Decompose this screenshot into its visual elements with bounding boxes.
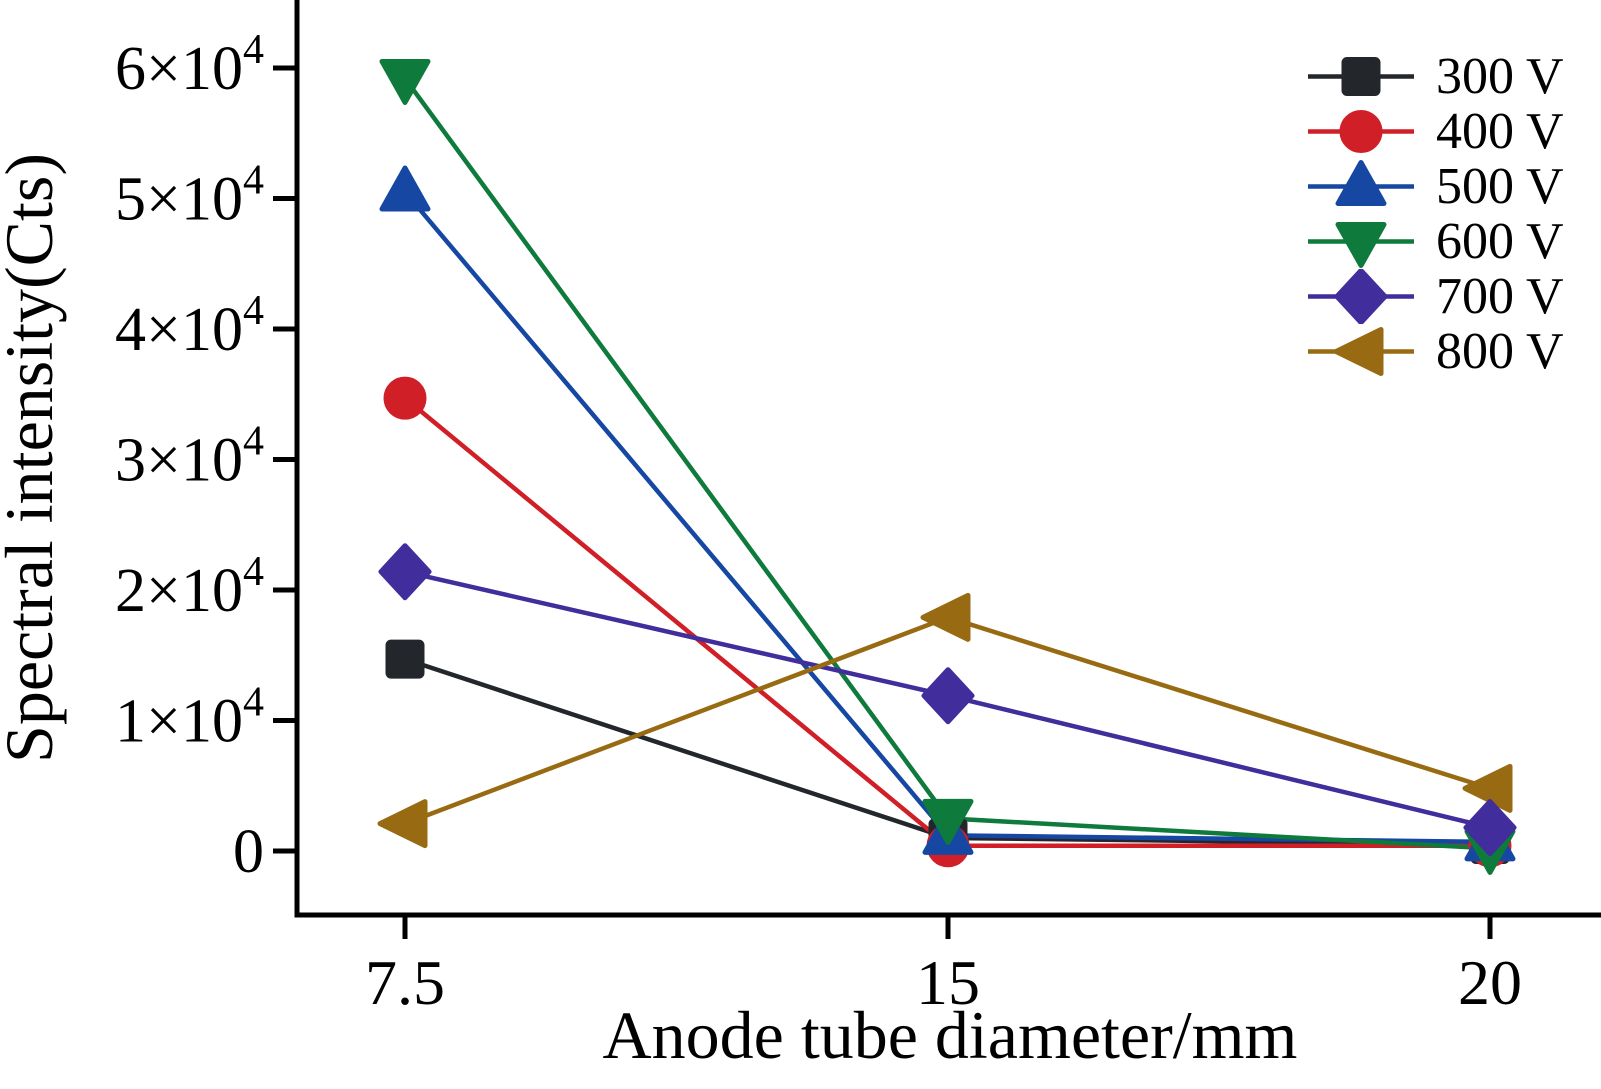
data-point-700v	[1463, 799, 1517, 857]
legend: 300 V 400 V 500 V 600 V 700 V 800 V	[1306, 49, 1564, 379]
legend-item-500v: 500 V	[1306, 159, 1564, 214]
legend-label: 300 V	[1436, 47, 1564, 105]
legend-marker-diamond-icon	[1308, 269, 1414, 324]
legend-item-600v: 600 V	[1306, 214, 1564, 269]
legend-label: 400 V	[1436, 102, 1564, 160]
data-point-800v	[1462, 763, 1513, 813]
legend-marker-triangle-down-icon	[1308, 222, 1414, 268]
triangle-left-marker-icon	[1333, 327, 1384, 376]
diamond-marker-icon	[1334, 269, 1388, 324]
y-axis-title: Spectral intensity(Cts)	[0, 153, 67, 763]
y-tick-label: 0	[233, 818, 264, 886]
legend-label: 500 V	[1436, 157, 1564, 215]
triangle-up-marker-icon	[1335, 160, 1387, 206]
series-markers	[377, 58, 1517, 875]
y-tick-label: 6×104	[115, 27, 264, 103]
data-point-600v	[379, 58, 431, 105]
legend-item-700v: 700 V	[1306, 269, 1564, 324]
x-axis-ticks: 7.5 15 20	[365, 915, 1522, 1018]
data-point-700v	[378, 543, 432, 601]
x-tick-label: 20	[1458, 947, 1522, 1018]
legend-marker-circle-icon	[1308, 110, 1414, 153]
legend-marker-square-icon	[1308, 57, 1414, 96]
data-point-500v	[379, 165, 431, 212]
y-tick-label: 4×104	[115, 288, 264, 364]
data-point-800v	[920, 592, 971, 642]
data-point-300v	[385, 639, 425, 679]
legend-marker-triangle-left-icon	[1308, 327, 1414, 376]
data-point-600v	[922, 798, 974, 845]
legend-item-800v: 800 V	[1306, 324, 1564, 379]
y-axis-ticks: 0 1×104 2×104 3×104 4×104 5×104 6×104	[115, 27, 297, 886]
y-tick-label: 1×104	[115, 680, 264, 756]
y-tick-label: 2×104	[115, 549, 264, 625]
x-axis-title: Anode tube diameter/mm	[603, 997, 1298, 1073]
data-point-800v	[377, 799, 428, 849]
data-point-700v	[921, 667, 975, 725]
data-point-400v	[383, 376, 427, 420]
circle-marker-icon	[1339, 110, 1383, 153]
legend-label: 800 V	[1436, 322, 1564, 380]
legend-label: 700 V	[1436, 267, 1564, 325]
legend-label: 600 V	[1436, 212, 1564, 270]
x-tick-label: 7.5	[365, 947, 445, 1018]
triangle-down-marker-icon	[1335, 222, 1387, 268]
legend-item-400v: 400 V	[1306, 104, 1564, 159]
y-tick-label: 3×104	[115, 419, 264, 495]
legend-item-300v: 300 V	[1306, 49, 1564, 104]
legend-marker-triangle-up-icon	[1308, 160, 1414, 206]
y-tick-label: 5×104	[115, 158, 264, 234]
square-marker-icon	[1341, 57, 1381, 96]
x-tick-label: 15	[916, 947, 980, 1018]
